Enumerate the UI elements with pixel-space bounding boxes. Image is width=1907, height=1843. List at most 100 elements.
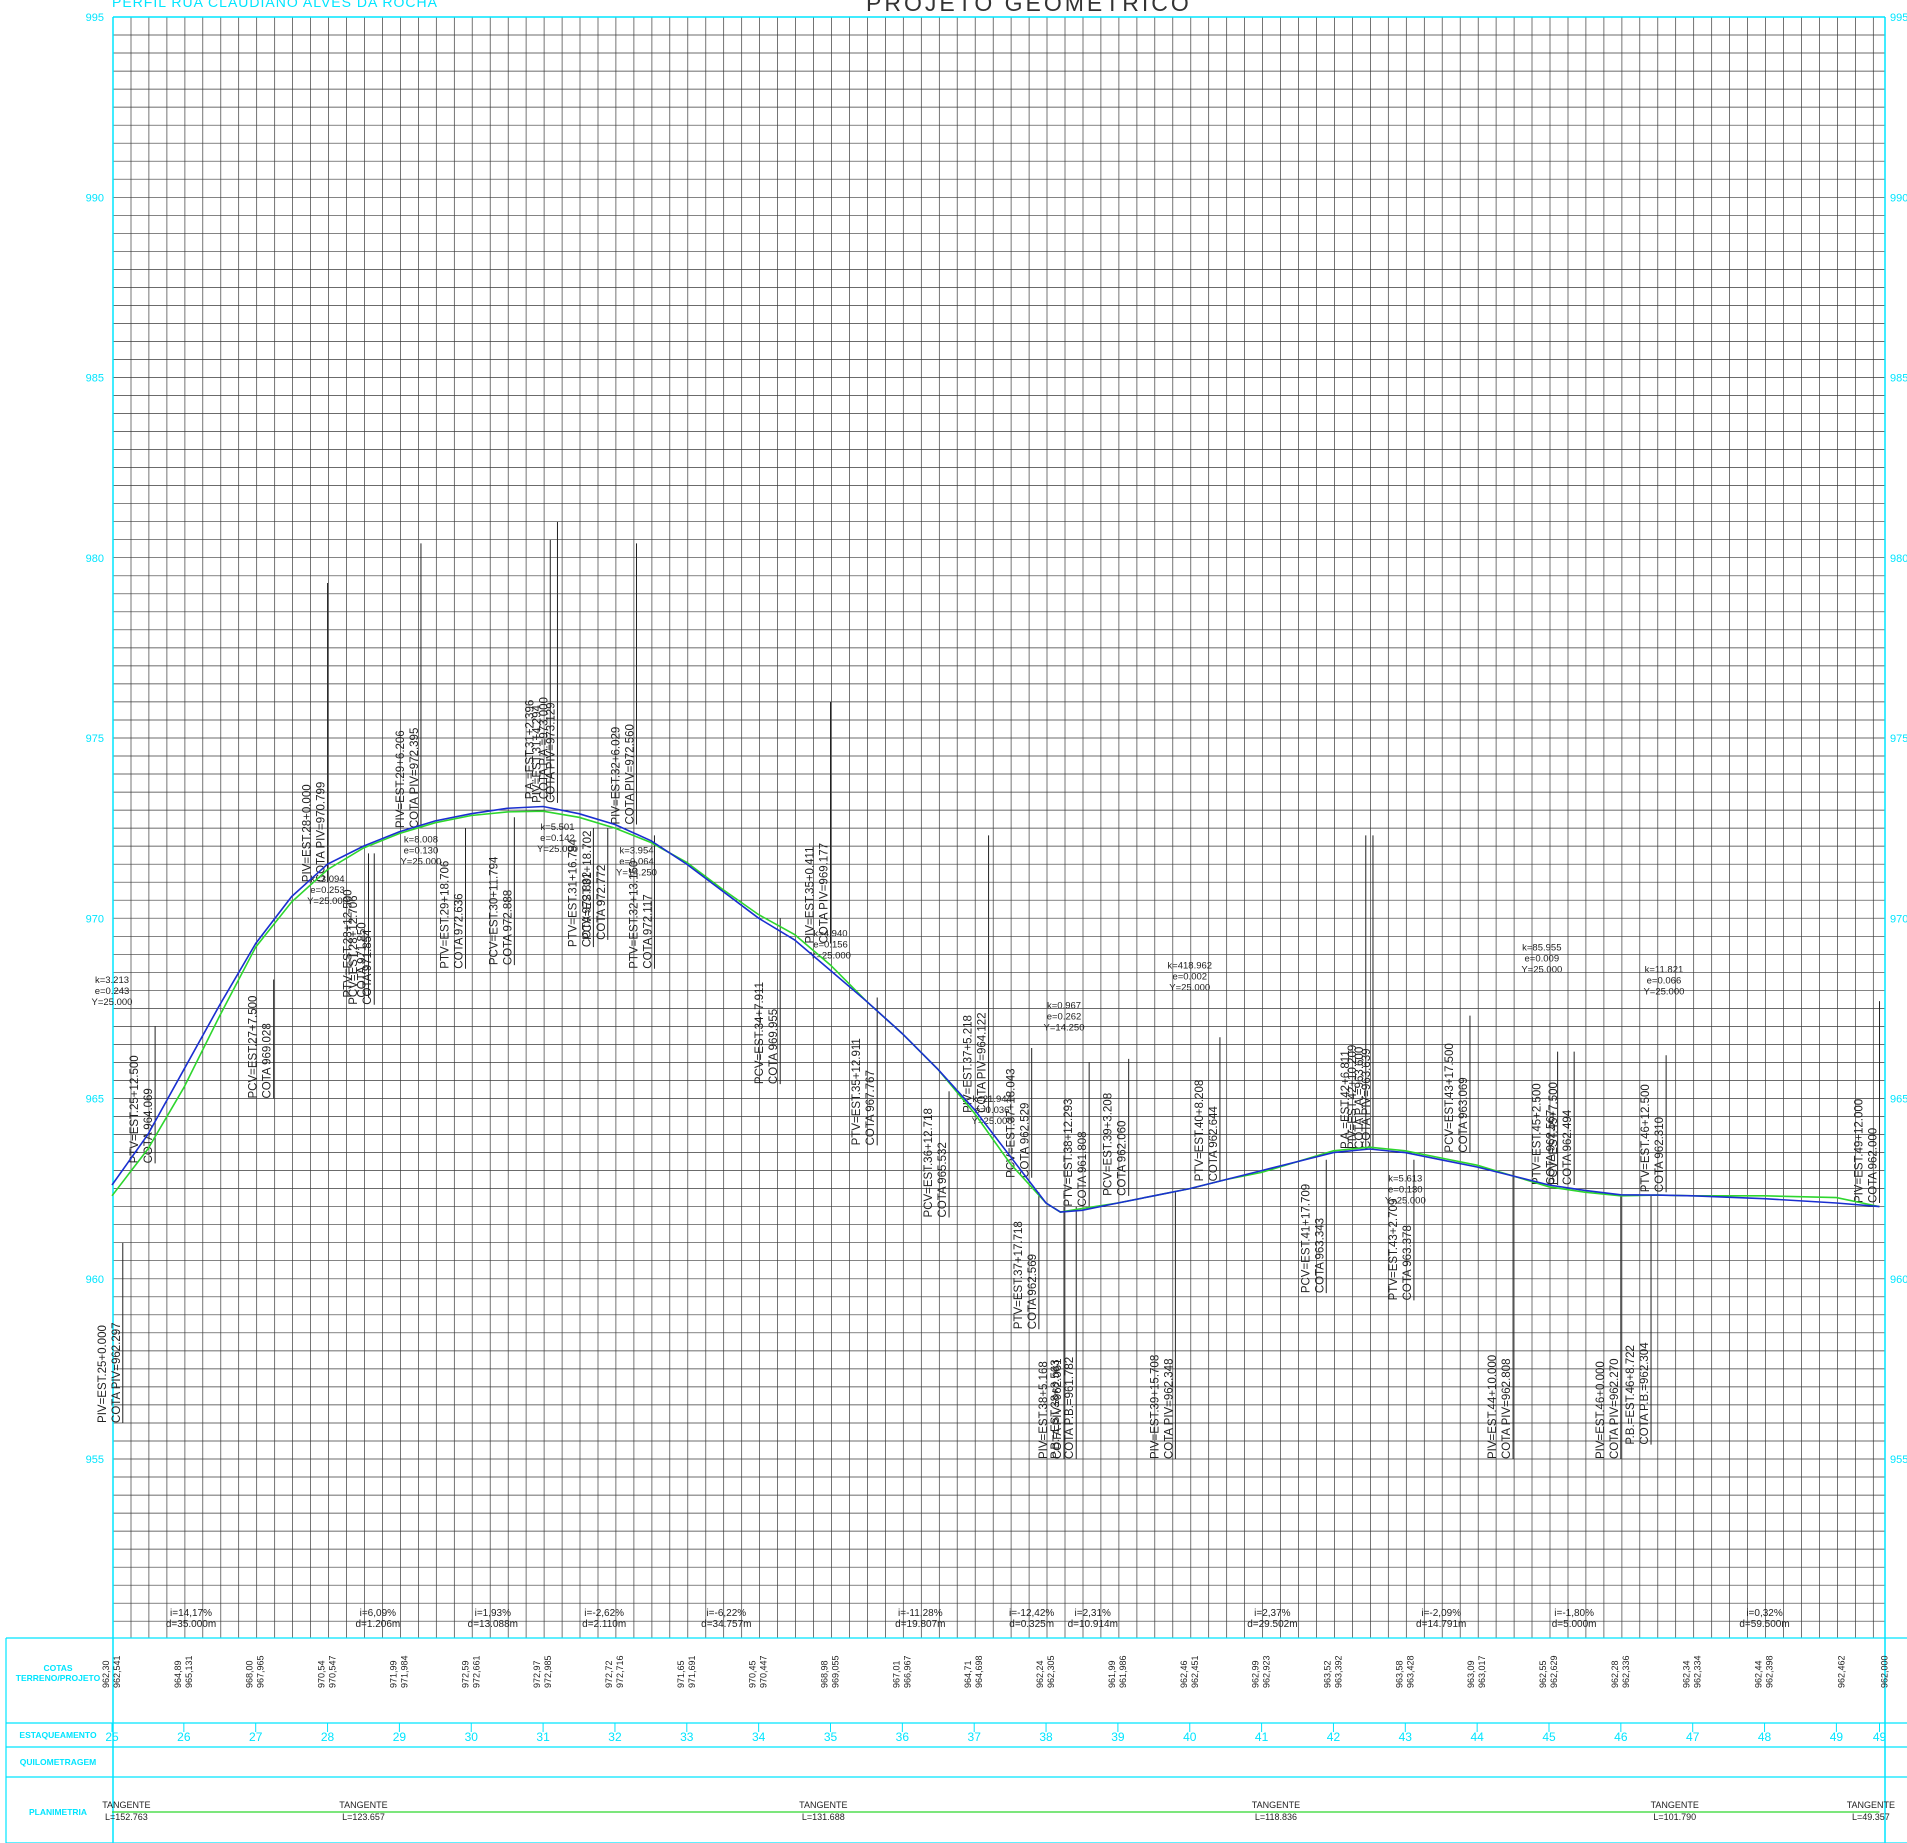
- terrain-elevation-value: 962,99: [1251, 1660, 1261, 1688]
- station-number-label: 28: [321, 1730, 335, 1744]
- terrain-elevation-value: 962,46: [1179, 1660, 1189, 1688]
- annotation-text: COTA P.A.=963.600: [1354, 1047, 1366, 1149]
- projeto-profile-line: [111, 805, 1880, 1213]
- curve-parameter-text: k=0.967: [1047, 1000, 1081, 1011]
- annotation-text: PCV=EST.36+12.718: [923, 1108, 935, 1217]
- elevation-tick-label-left: 975: [86, 733, 104, 745]
- project-elevation-value: 967,965: [256, 1655, 266, 1688]
- project-elevation-value: 962,923: [1262, 1655, 1272, 1688]
- annotation-text: PIV=EST.46+0.000: [1595, 1361, 1607, 1459]
- slope-distance-text: d=1.206m: [355, 1619, 400, 1630]
- vertical-curve-annotations: PIV=EST.25+0.000 COTA PIV=962.297 PTV=EST.…: [92, 521, 1881, 1630]
- project-elevation-value: 969,055: [831, 1655, 841, 1688]
- curve-parameter-text: Y=25.000: [537, 844, 578, 855]
- terrain-elevation-value: 963,52: [1322, 1660, 1332, 1688]
- planimetria-type-text: TANGENTE: [799, 1800, 847, 1810]
- annotation-text: PIV=EST.29+6.206: [395, 730, 407, 828]
- slope-distance-text: d=5.000m: [1552, 1619, 1597, 1630]
- curve-parameter-text: k=3.954: [619, 845, 653, 856]
- annotation-text: PCV=EST.28+12.706: [348, 895, 360, 1004]
- annotation-text: COTA 962.060: [1117, 1121, 1129, 1196]
- annotation-text: COTA PIV=962.270: [1609, 1359, 1621, 1459]
- elevation-tick-label-right: 960: [1890, 1274, 1907, 1286]
- station-number-label: 46: [1614, 1730, 1628, 1744]
- terrain-elevation-value: 970,45: [748, 1660, 758, 1688]
- annotation-text: PCV=EST.45+7.500: [1548, 1082, 1560, 1185]
- slope-percent-text: i=-12,42%: [1009, 1608, 1054, 1619]
- curve-parameter-text: Y=25.000: [307, 896, 348, 907]
- project-elevation-value: 961,986: [1118, 1655, 1128, 1688]
- slope-distance-text: d=19.807m: [895, 1619, 945, 1630]
- curve-parameter-text: Y=25.000: [1385, 1195, 1426, 1206]
- annotation-text: COTA 963.378: [1402, 1225, 1414, 1300]
- curve-parameter-text: Y=14.250: [616, 867, 657, 878]
- annotation-text: COTA 962.569: [1027, 1254, 1039, 1329]
- station-number-label: 32: [608, 1730, 622, 1744]
- annotation-text: PCV=EST.37+18.043: [1006, 1068, 1018, 1177]
- terrain-elevation-value: 963,09: [1466, 1660, 1476, 1688]
- annotation-text: PCV=EST.34+7.911: [754, 982, 766, 1084]
- annotation-text: COTA 969.955: [768, 1009, 780, 1084]
- annotation-text: COTA 972.772: [596, 865, 608, 940]
- curve-parameter-text: k=85.955: [1522, 943, 1561, 954]
- annotation-text: PCV=EST.41+17.709: [1300, 1184, 1312, 1293]
- project-elevation-value: 971,984: [399, 1655, 409, 1688]
- curve-parameter-text: k=11.821: [1645, 964, 1684, 975]
- elevation-tick-label-right: 990: [1890, 192, 1907, 204]
- annotation-text: PTV=EST.35+12.911: [851, 1038, 863, 1145]
- terrain-elevation-value: 971,65: [676, 1660, 686, 1688]
- annotation-text: P.B.=EST.46+8.722: [1625, 1345, 1637, 1445]
- station-number-label: 36: [896, 1730, 910, 1744]
- project-elevation-value: 965,131: [184, 1655, 194, 1688]
- annotation-text: COTA PIV=970.799: [316, 782, 328, 882]
- project-elevation-value: 962,336: [1621, 1655, 1631, 1688]
- project-elevation-value: 962,305: [1046, 1655, 1056, 1688]
- annotation-text: PTV=EST.45+2.500: [1532, 1083, 1544, 1185]
- estaqueamento-row-label: ESTAQUEAMENTO: [19, 1730, 97, 1740]
- elevation-tick-label-right: 955: [1890, 1454, 1907, 1466]
- annotation-text: PIV=EST.25+0.000: [97, 1325, 109, 1423]
- annotation-text: COTA P.B.=961.782: [1064, 1357, 1076, 1459]
- terrain-elevation-value: 964,71: [963, 1660, 973, 1688]
- station-number-label: 30: [465, 1730, 479, 1744]
- station-number-label: 34: [752, 1730, 766, 1744]
- annotation-text: PCV=EST.31+18.702: [582, 831, 594, 940]
- elevation-tick-label-right: 975: [1890, 733, 1907, 745]
- curve-parameter-text: e=0.002: [1172, 972, 1207, 983]
- slope-distance-text: d=59.500m: [1739, 1619, 1789, 1630]
- elevation-tick-label-left: 990: [86, 192, 104, 204]
- station-number-label: 48: [1758, 1730, 1772, 1744]
- station-number-label: 45: [1542, 1730, 1556, 1744]
- curve-parameter-text: e=0.142: [540, 833, 575, 844]
- profile-series: [111, 805, 1880, 1213]
- elevation-tick-label-right: 985: [1890, 373, 1907, 385]
- slope-percent-text: i=-6,22%: [706, 1608, 746, 1619]
- planimetria-length-text: L=152.763: [105, 1812, 148, 1822]
- annotation-text: COTA 964.069: [143, 1088, 155, 1163]
- annotation-text: P.B.=EST.38+8.563: [1050, 1359, 1062, 1459]
- terrain-elevation-value: 972,59: [460, 1660, 470, 1688]
- annotation-text: COTA 969.028: [262, 1023, 274, 1098]
- curve-parameter-text: k=4.940: [813, 928, 847, 939]
- project-elevation-value: 970,447: [759, 1655, 769, 1688]
- elevation-tick-label-right: 970: [1890, 913, 1907, 925]
- station-number-label: 39: [1111, 1730, 1125, 1744]
- project-elevation-value: 962,541: [112, 1655, 122, 1688]
- project-elevation-value: 963,017: [1477, 1655, 1487, 1688]
- annotation-text: COTA 971.854: [362, 929, 374, 1005]
- terrain-elevation-value: 968,00: [245, 1660, 255, 1688]
- curve-parameter-text: k=21.944: [972, 1094, 1011, 1105]
- terrain-elevation-value: 962,55: [1538, 1660, 1548, 1688]
- slope-percent-text: i=-1,80%: [1554, 1608, 1594, 1619]
- annotation-text: PTV=EST.40+8.208: [1194, 1080, 1206, 1182]
- elevation-tick-label-right: 995: [1890, 12, 1907, 24]
- annotation-text: COTA 962.310: [1654, 1117, 1666, 1192]
- curve-parameter-text: k=3.213: [95, 975, 129, 986]
- annotation-text: PIV=EST.44+10.000: [1487, 1355, 1499, 1459]
- planimetria-length-text: L=49.357: [1852, 1812, 1890, 1822]
- slope-percent-text: i=0,32%: [1746, 1608, 1783, 1619]
- slope-percent-text: i=1,93%: [475, 1608, 512, 1619]
- project-elevation-value: 972,716: [615, 1655, 625, 1688]
- annotation-text: COTA 963.069: [1458, 1077, 1470, 1152]
- project-elevation-value: 972,985: [543, 1655, 553, 1688]
